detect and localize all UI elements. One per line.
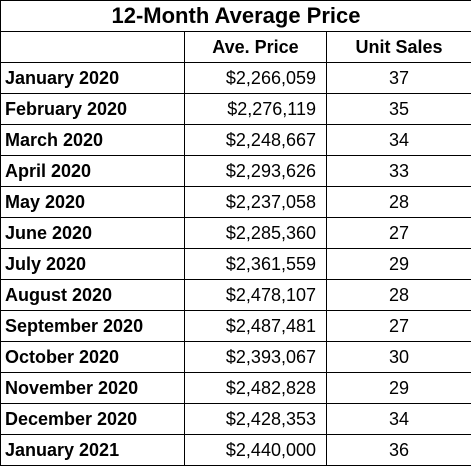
header-ave-price: Ave. Price xyxy=(185,32,327,63)
title-row: 12-Month Average Price xyxy=(1,1,471,32)
unit-sales-cell: 36 xyxy=(327,435,471,466)
month-cell: January 2020 xyxy=(1,63,185,94)
unit-sales-cell: 28 xyxy=(327,280,471,311)
month-cell: April 2020 xyxy=(1,156,185,187)
header-unit-sales: Unit Sales xyxy=(327,32,471,63)
unit-sales-cell: 30 xyxy=(327,342,471,373)
month-cell: March 2020 xyxy=(1,125,185,156)
month-cell: February 2020 xyxy=(1,94,185,125)
month-cell: January 2021 xyxy=(1,435,185,466)
ave-price-cell: $2,266,059 xyxy=(185,63,327,94)
header-month xyxy=(1,32,185,63)
ave-price-cell: $2,393,067 xyxy=(185,342,327,373)
ave-price-cell: $2,276,119 xyxy=(185,94,327,125)
unit-sales-cell: 34 xyxy=(327,125,471,156)
ave-price-cell: $2,428,353 xyxy=(185,404,327,435)
month-cell: June 2020 xyxy=(1,218,185,249)
ave-price-cell: $2,482,828 xyxy=(185,373,327,404)
unit-sales-cell: 37 xyxy=(327,63,471,94)
unit-sales-cell: 27 xyxy=(327,218,471,249)
unit-sales-cell: 33 xyxy=(327,156,471,187)
month-cell: May 2020 xyxy=(1,187,185,218)
ave-price-cell: $2,285,360 xyxy=(185,218,327,249)
ave-price-cell: $2,487,481 xyxy=(185,311,327,342)
ave-price-cell: $2,361,559 xyxy=(185,249,327,280)
unit-sales-cell: 29 xyxy=(327,249,471,280)
ave-price-cell: $2,293,626 xyxy=(185,156,327,187)
month-cell: September 2020 xyxy=(1,311,185,342)
unit-sales-cell: 28 xyxy=(327,187,471,218)
unit-sales-cell: 35 xyxy=(327,94,471,125)
header-row: Ave. Price Unit Sales xyxy=(1,32,471,63)
ave-price-cell: $2,248,667 xyxy=(185,125,327,156)
ave-price-cell: $2,237,058 xyxy=(185,187,327,218)
unit-sales-cell: 29 xyxy=(327,373,471,404)
month-cell: December 2020 xyxy=(1,404,185,435)
month-cell: August 2020 xyxy=(1,280,185,311)
table-title: 12-Month Average Price xyxy=(1,1,471,32)
month-cell: November 2020 xyxy=(1,373,185,404)
unit-sales-cell: 34 xyxy=(327,404,471,435)
unit-sales-cell: 27 xyxy=(327,311,471,342)
month-cell: July 2020 xyxy=(1,249,185,280)
ave-price-cell: $2,478,107 xyxy=(185,280,327,311)
ave-price-cell: $2,440,000 xyxy=(185,435,327,466)
month-cell: October 2020 xyxy=(1,342,185,373)
